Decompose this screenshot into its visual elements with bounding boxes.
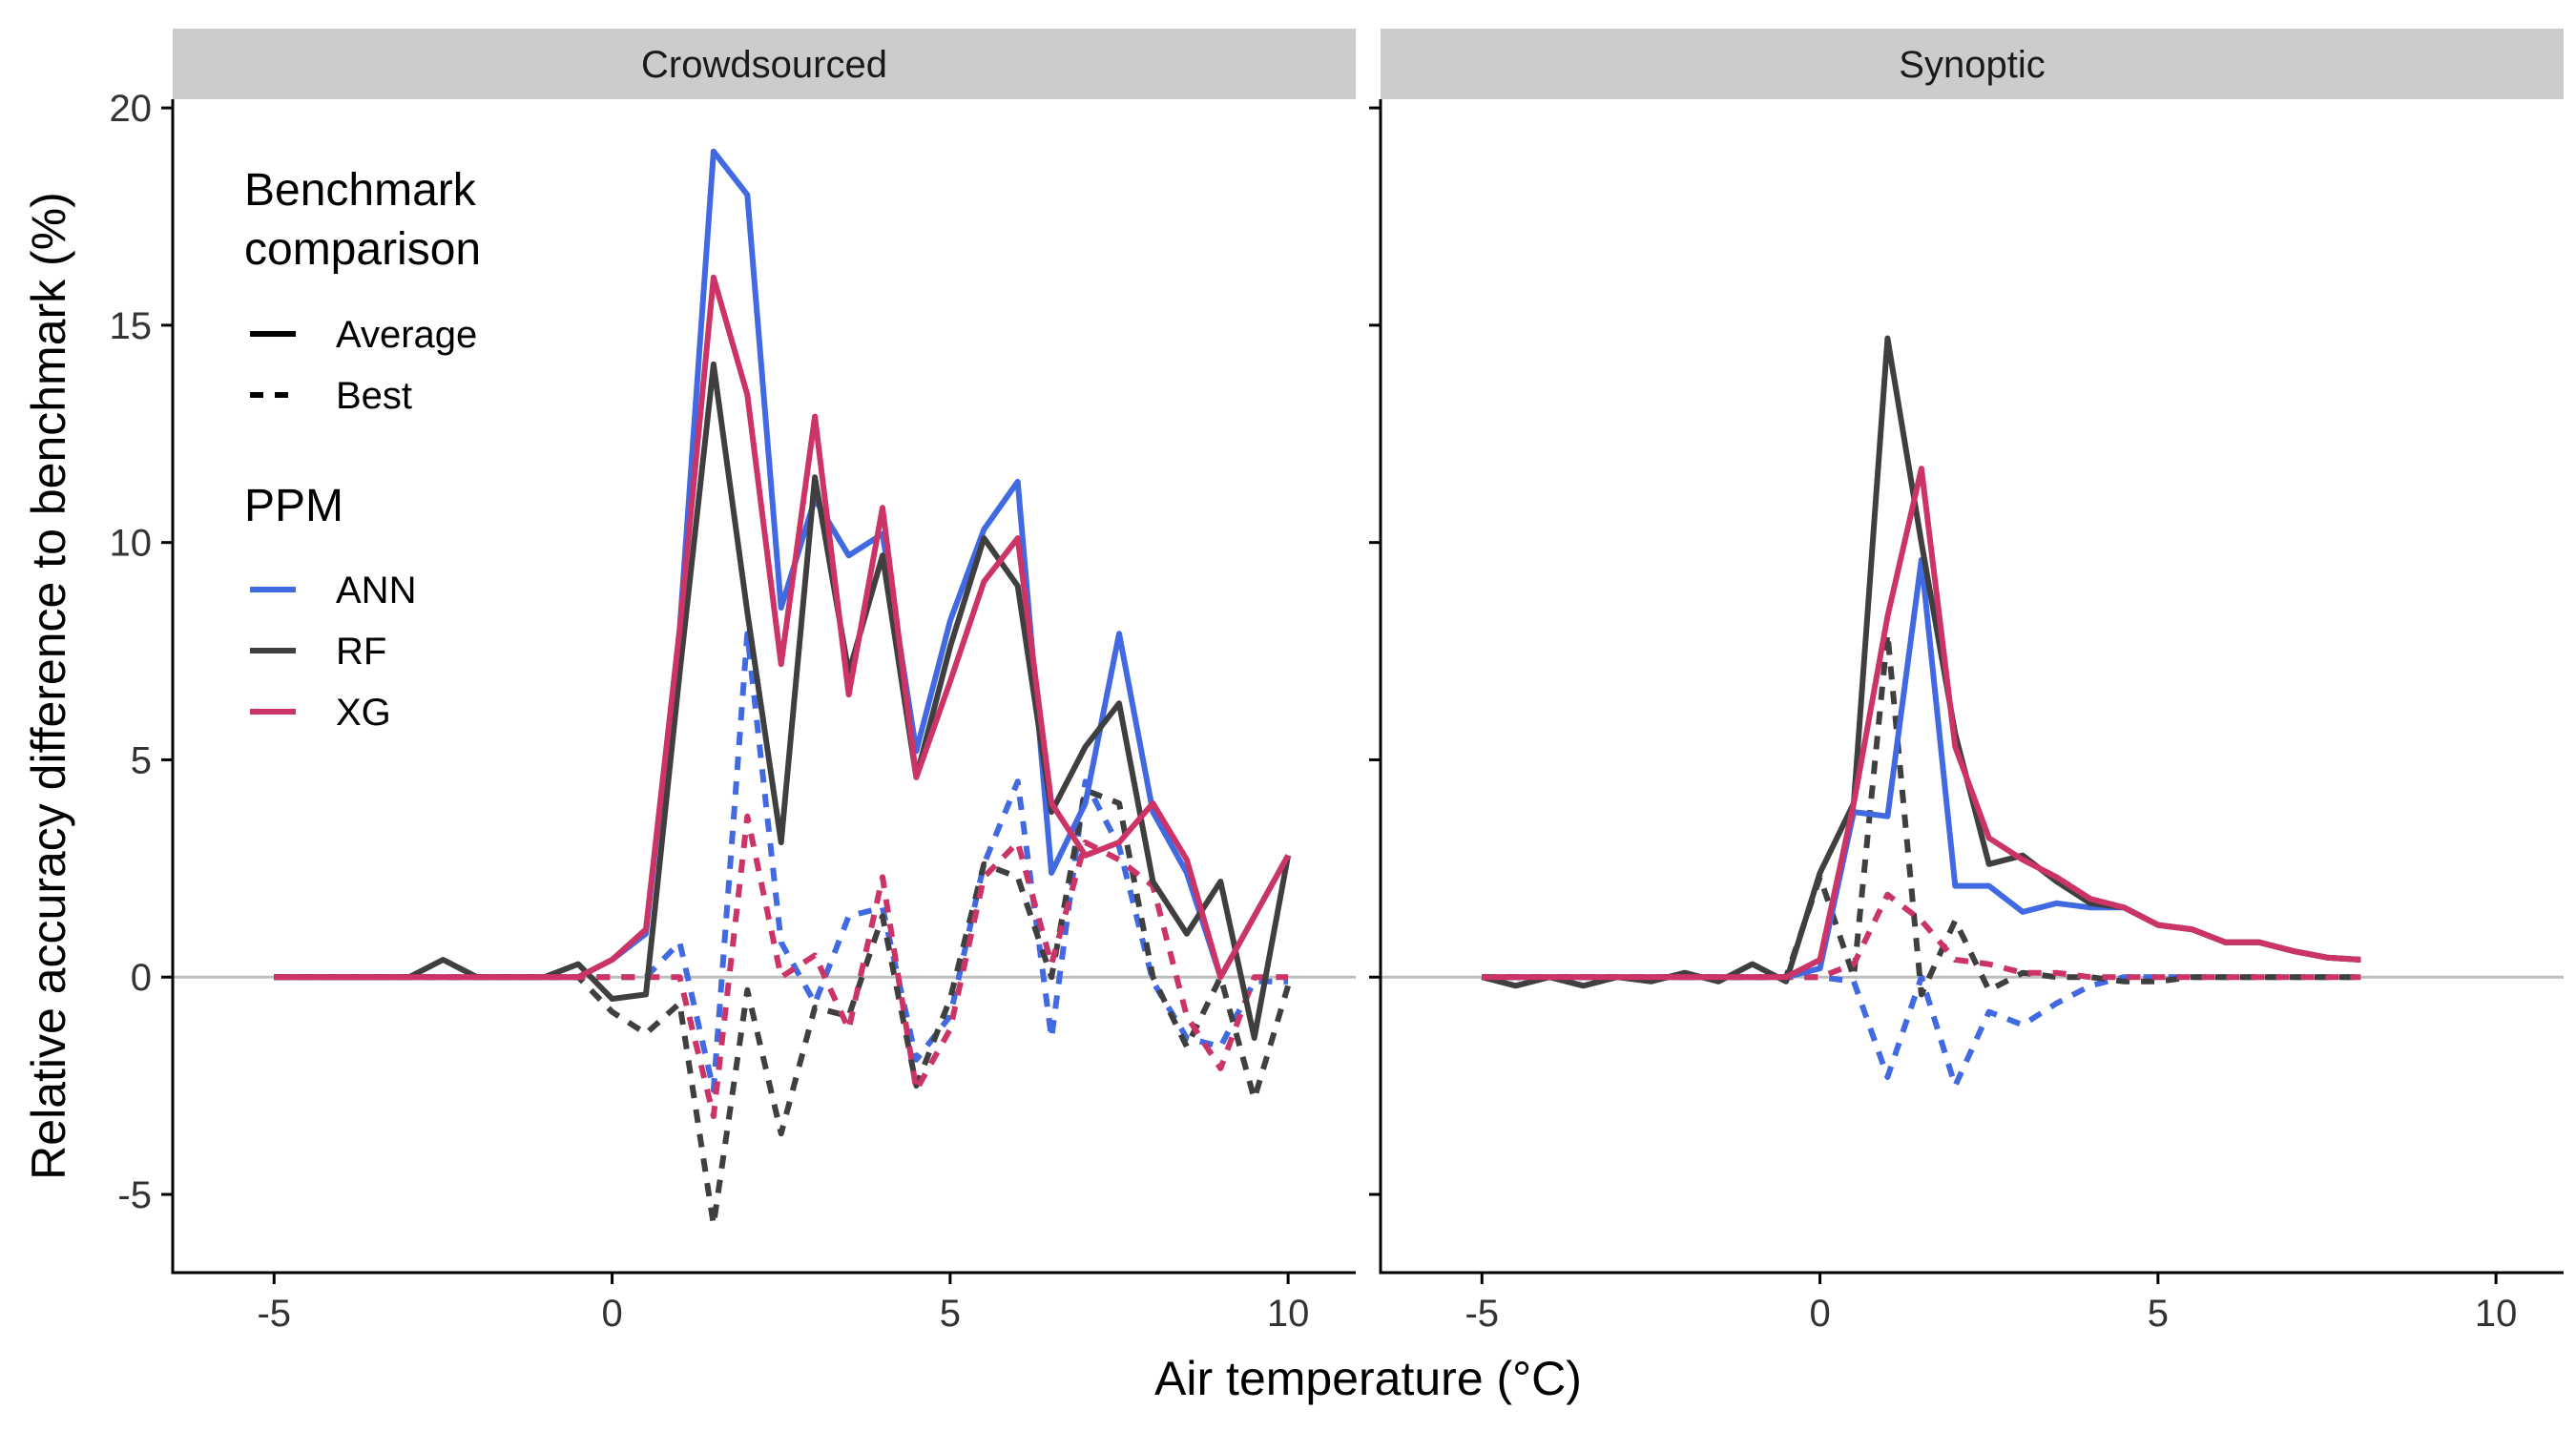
- x-tick-label: -5: [1465, 1293, 1499, 1335]
- legend-label-xg: XG: [336, 692, 391, 734]
- series-line-ann-best: [1482, 974, 2361, 1089]
- series-line-xg-average: [1482, 466, 2361, 981]
- x-tick-label: 5: [940, 1293, 961, 1335]
- legend-title-benchmark-comparison: comparison: [244, 224, 481, 275]
- y-tick-label: 10: [110, 523, 153, 565]
- facet-strip: [173, 29, 1356, 99]
- x-axis-title: Air temperature (°C): [1154, 1352, 1582, 1405]
- x-tick-label: 0: [1809, 1293, 1830, 1335]
- facet-strip-label: Synoptic: [1899, 44, 2045, 86]
- series-line-xg-best: [1482, 891, 2361, 981]
- series-line-rf-best: [1482, 631, 2361, 998]
- panel-crowdsourced: Crowdsourced -5 0 5 10 -5 0 5 10 15 20: [110, 29, 1356, 1335]
- series-line-rf-average: [274, 361, 1292, 1041]
- facet-strip: [1381, 29, 2564, 99]
- x-tick-label: 10: [2475, 1293, 2518, 1335]
- legend-title-benchmark-comparison: Benchmark: [244, 165, 477, 216]
- y-tick-label: 20: [110, 88, 153, 130]
- y-tick-label: 0: [131, 957, 152, 999]
- legend-label-average: Average: [336, 314, 477, 356]
- series-line-ann-best: [274, 631, 1289, 1093]
- x-tick-label: 0: [601, 1293, 622, 1335]
- facet-strip-label: Crowdsourced: [641, 44, 887, 86]
- x-tick-label: 5: [2148, 1293, 2169, 1335]
- legend: Benchmark comparison Average Best PPM ANN RF XG: [244, 165, 481, 734]
- y-axis-title: Relative accuracy difference to benchmar…: [22, 192, 75, 1180]
- series-line-xg-average: [274, 274, 1291, 981]
- legend-label-best: Best: [336, 375, 412, 417]
- y-tick-label: 5: [131, 739, 152, 781]
- y-tick-label: 15: [110, 305, 153, 347]
- legend-label-ann: ANN: [336, 570, 416, 612]
- legend-title-ppm: PPM: [244, 481, 343, 531]
- y-tick-label: -5: [117, 1174, 152, 1216]
- x-tick-label: 10: [1267, 1293, 1310, 1335]
- legend-label-rf: RF: [336, 631, 386, 673]
- series-line-ann-average: [274, 148, 1291, 981]
- series-line-ann-average: [1482, 556, 2361, 981]
- panels-layer: Crowdsourced -5 0 5 10 -5 0 5 10 15 20 Synoptic -5 0 5…: [110, 29, 2564, 1335]
- series-line-rf-average: [1481, 335, 2361, 989]
- series-line-rf-best: [274, 787, 1291, 1228]
- x-tick-label: -5: [257, 1293, 291, 1335]
- panel-synoptic: Synoptic -5 0 5 10: [1369, 29, 2564, 1335]
